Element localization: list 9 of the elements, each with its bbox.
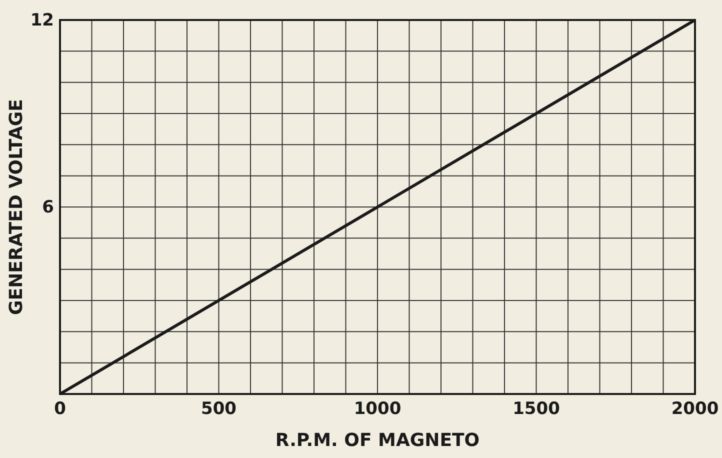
x-axis-title: R.P.M. OF MAGNETO bbox=[275, 430, 480, 451]
y-axis-title: GENERATED VOLTAGE bbox=[6, 99, 27, 315]
x-tick-label: 500 bbox=[201, 399, 237, 420]
x-tick-label: 1500 bbox=[512, 399, 560, 420]
x-tick-label: 2000 bbox=[671, 399, 719, 420]
x-tick-label: 1000 bbox=[354, 399, 402, 420]
y-tick-label: 6 bbox=[42, 197, 54, 218]
y-tick-label: 12 bbox=[30, 10, 54, 30]
x-tick-label: 0 bbox=[54, 399, 66, 420]
